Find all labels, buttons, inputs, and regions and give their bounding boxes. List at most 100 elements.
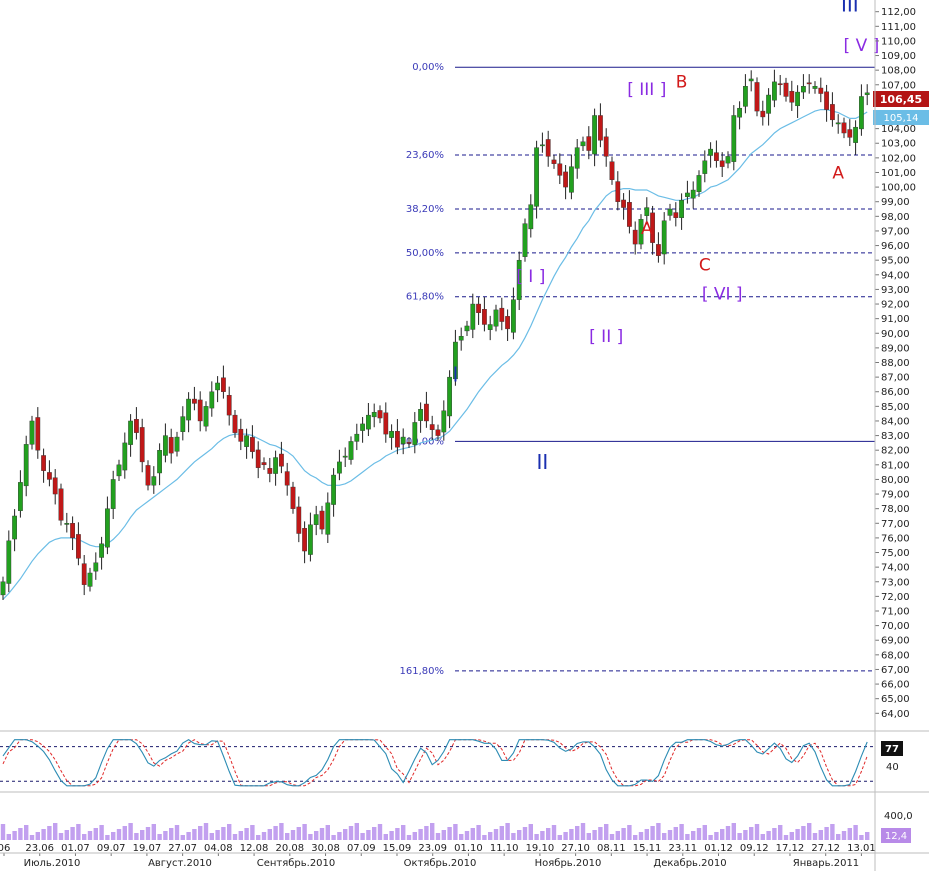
date-tick-label: 23.06 — [25, 843, 54, 854]
volume-bar — [169, 828, 174, 840]
candle-up — [104, 508, 110, 548]
volume-bar — [221, 827, 226, 840]
volume-bar — [186, 832, 191, 840]
price-tick-label: 79,00 — [881, 490, 910, 501]
volume-bar — [238, 831, 243, 840]
candle-up — [99, 543, 105, 558]
candle-up — [12, 515, 17, 540]
candle-up — [795, 91, 801, 107]
volume-bar — [174, 825, 180, 840]
volume-bar — [505, 823, 510, 840]
candle-up — [157, 450, 162, 474]
candle-up — [731, 115, 737, 162]
candle-up — [511, 299, 516, 333]
volume-bar — [696, 828, 702, 840]
candle-up — [18, 482, 23, 511]
price-tick-label: 97,00 — [881, 226, 910, 237]
volume-bar — [314, 831, 319, 840]
volume-bar — [598, 827, 603, 840]
price-tick-label: 81,00 — [881, 460, 910, 471]
volume-bar — [296, 827, 301, 840]
price-tick-label: 80,00 — [881, 475, 910, 486]
volume-bar — [691, 831, 696, 840]
candle-down — [133, 419, 139, 433]
volume-bar — [714, 832, 719, 840]
volume-bar — [285, 833, 290, 840]
date-tick-label: 09.07 — [97, 843, 126, 854]
candle-up — [23, 444, 29, 487]
candle-up — [470, 303, 476, 330]
volume-bar — [795, 829, 800, 840]
volume-bar — [215, 830, 220, 840]
volume-bar — [418, 829, 423, 840]
volume-bar — [70, 827, 75, 840]
volume-bar — [198, 826, 203, 840]
candle-up — [864, 92, 870, 95]
candle-down — [783, 82, 789, 97]
volume-bar — [766, 831, 771, 840]
price-tick-label: 98,00 — [881, 212, 910, 223]
price-tick-label: 109,00 — [881, 51, 916, 62]
candle-down — [598, 115, 603, 141]
candle-down — [47, 472, 52, 480]
volume-bar — [256, 835, 261, 840]
candle-down — [424, 403, 429, 422]
value-badges: 106,45 105,14 77 40 400,0 12,4 — [873, 91, 929, 843]
wave-label: III — [841, 0, 859, 17]
volume-value-badge — [881, 828, 911, 843]
candle-up — [835, 122, 841, 125]
volume-bar — [801, 826, 806, 840]
volume-bar — [99, 825, 104, 840]
volume-bar — [447, 827, 452, 840]
candle-up — [337, 461, 342, 474]
candle-up — [441, 410, 447, 433]
month-label: Январь.2011 — [793, 858, 859, 869]
candle-up — [516, 259, 522, 300]
candle-up — [418, 409, 423, 421]
date-tick-label: 13.01 — [847, 843, 876, 854]
wave-label: [ I ] — [516, 267, 545, 287]
volume-bar — [290, 830, 296, 840]
candle-down — [586, 136, 592, 151]
volume-bar — [366, 830, 371, 840]
candle-down — [615, 181, 621, 202]
wave-label: [ VI ] — [702, 285, 743, 305]
candle-down — [505, 316, 510, 330]
candle-up — [853, 126, 859, 143]
volume-bar — [29, 835, 35, 840]
candle-up — [725, 156, 731, 164]
volume-bar — [580, 823, 586, 840]
volume-bar — [731, 823, 736, 840]
candle-up — [737, 107, 743, 118]
volume-bar — [279, 823, 284, 840]
candle-up — [458, 335, 464, 341]
price-tick-label: 102,00 — [881, 153, 916, 164]
moving-average — [2, 109, 868, 600]
candle-up — [661, 220, 667, 255]
date-tick-label: 08.11 — [597, 843, 626, 854]
candle-up — [766, 94, 772, 114]
candle-down — [75, 534, 81, 559]
date-tick-label: 01.10 — [454, 843, 483, 854]
volume-bar — [789, 832, 794, 840]
candle-down — [673, 212, 679, 218]
oscillator-value-label: 77 — [885, 744, 899, 755]
volume-bar — [151, 824, 156, 840]
volume-bar — [180, 835, 185, 840]
volume-bar — [360, 833, 365, 840]
volume-bar — [841, 831, 847, 840]
candle-up — [371, 411, 377, 418]
volume-bar — [209, 833, 214, 840]
price-tick-label: 74,00 — [881, 563, 910, 574]
candle-down — [818, 87, 824, 94]
candle-up — [180, 416, 186, 432]
candle-down — [220, 377, 226, 392]
candle-down — [52, 477, 58, 495]
wave-label: [ V ] — [844, 36, 880, 56]
candle-down — [35, 417, 41, 451]
volume-bar — [325, 825, 330, 840]
candle-up — [186, 398, 191, 421]
volume-bar — [6, 834, 11, 840]
candle-down — [482, 309, 487, 325]
volume-bar — [383, 834, 388, 840]
